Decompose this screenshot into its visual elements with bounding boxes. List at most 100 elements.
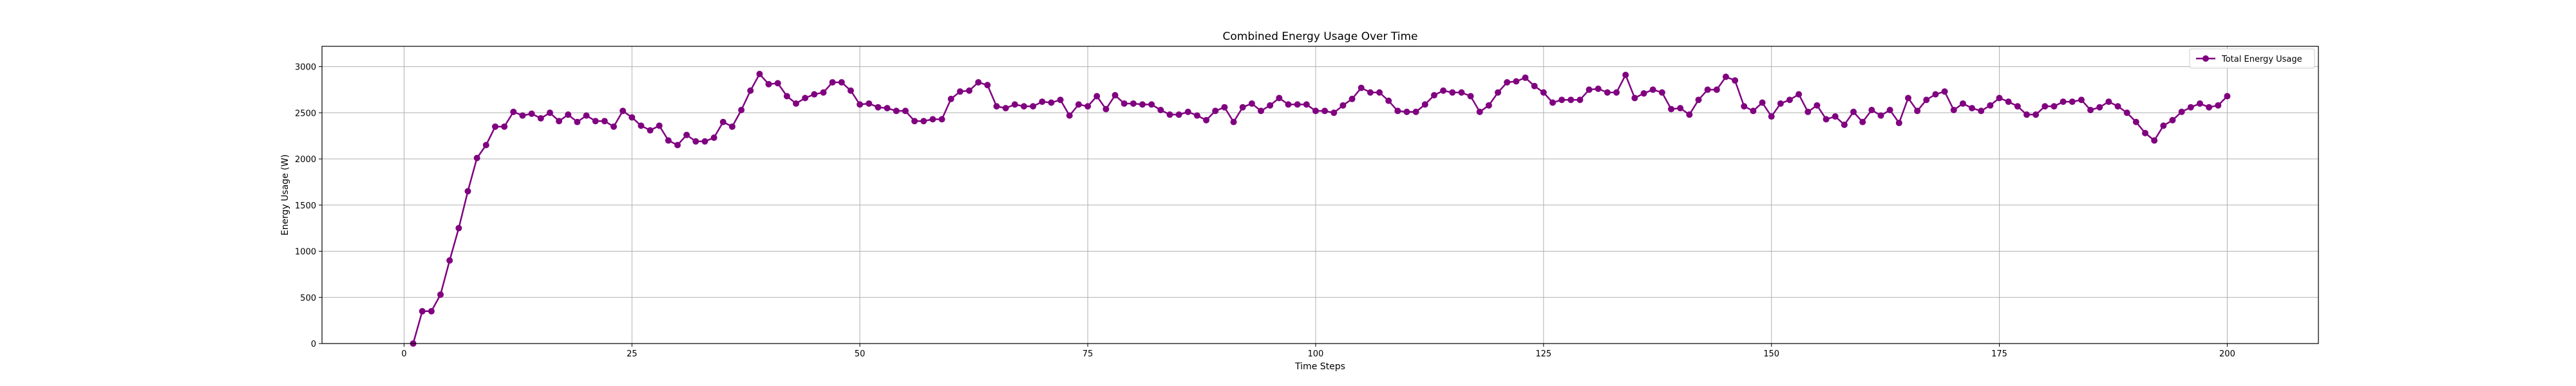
data-point [765, 80, 772, 87]
data-point [1859, 118, 1866, 125]
data-point [1221, 104, 1228, 111]
data-point [482, 142, 489, 149]
data-point [1467, 93, 1474, 100]
data-point [2096, 104, 2103, 111]
data-point [1358, 84, 1365, 91]
data-point [629, 114, 636, 121]
data-point [1276, 95, 1283, 102]
data-point [2132, 118, 2139, 125]
data-point [956, 88, 963, 95]
data-point [1394, 107, 1401, 115]
data-point [2041, 103, 2049, 110]
data-point [1112, 92, 1119, 99]
data-point [1103, 106, 1110, 113]
data-point [1421, 101, 1428, 108]
data-point [1732, 77, 1739, 84]
data-point [647, 127, 654, 134]
legend: Total Energy Usage [2189, 48, 2315, 69]
data-point [1823, 116, 1830, 123]
y-tick-label: 0 [311, 340, 316, 349]
data-point [2169, 116, 2176, 124]
data-point [683, 131, 690, 138]
data-point [455, 225, 462, 232]
data-point [1285, 101, 1292, 108]
data-point [2114, 103, 2121, 110]
data-point [2005, 98, 2012, 106]
data-point [1340, 102, 1347, 109]
data-point [1567, 96, 1575, 104]
x-tick-label: 100 [1308, 349, 1324, 359]
data-point [1969, 105, 1976, 112]
data-point [1148, 101, 1155, 108]
data-point [774, 80, 781, 87]
data-point [783, 93, 790, 100]
data-point [938, 116, 945, 123]
data-point [719, 118, 726, 125]
data-point [528, 110, 535, 117]
data-point [1094, 93, 1101, 100]
data-point [2069, 98, 2076, 106]
data-point [1367, 89, 1374, 96]
data-point [1376, 89, 1383, 96]
data-point [519, 112, 526, 119]
data-point [1066, 112, 1073, 119]
data-point [993, 103, 1000, 110]
data-point [1139, 101, 1146, 108]
data-point [820, 89, 827, 96]
data-point [1248, 100, 1255, 107]
y-tick-label: 3000 [295, 63, 316, 73]
data-point [510, 108, 517, 115]
data-point [464, 188, 471, 195]
data-point [610, 123, 617, 130]
data-point [2023, 111, 2031, 118]
x-tick-label: 50 [855, 349, 866, 359]
legend-point-marker [2202, 55, 2209, 62]
data-point [2151, 137, 2158, 144]
data-point [1777, 100, 1784, 107]
data-point [1166, 111, 1173, 118]
data-point [620, 107, 627, 115]
data-point [920, 118, 927, 125]
data-point [1622, 71, 1629, 78]
data-point [546, 109, 553, 116]
data-point [692, 138, 699, 145]
data-point [1057, 96, 1064, 104]
data-point [601, 118, 608, 125]
data-point [1895, 120, 1902, 127]
data-point [1996, 95, 2003, 102]
legend-box [2189, 48, 2315, 69]
data-point [738, 107, 745, 113]
x-tick-label: 125 [1535, 349, 1551, 359]
data-point [501, 123, 508, 130]
data-point [1476, 108, 1483, 115]
data-point [638, 122, 645, 129]
chart-title: Combined Energy Usage Over Time [1223, 30, 1418, 43]
data-point [1002, 105, 1009, 112]
data-point [1157, 107, 1164, 113]
data-point [1312, 107, 1319, 115]
data-point [1294, 101, 1301, 108]
data-point [2050, 103, 2058, 110]
data-point [1750, 107, 1757, 115]
data-point [1449, 89, 1456, 96]
data-point [802, 95, 809, 102]
y-tick-label: 2500 [295, 109, 316, 118]
data-point [1959, 100, 1966, 107]
data-point [984, 82, 991, 89]
data-point [1184, 108, 1191, 115]
data-point [2224, 93, 2231, 100]
data-point [1531, 82, 1538, 89]
data-point [1741, 103, 1748, 110]
data-point [537, 115, 544, 122]
data-point [893, 107, 900, 115]
data-point [1495, 89, 1502, 96]
data-point [701, 138, 708, 145]
data-point [2142, 129, 2149, 136]
data-point [1923, 96, 1930, 104]
plot-area-frame [321, 46, 2319, 344]
series-layer [410, 71, 2231, 347]
x-tick-label: 175 [1991, 349, 2007, 359]
data-point [966, 87, 973, 94]
data-point [857, 101, 864, 108]
data-point [419, 308, 426, 315]
